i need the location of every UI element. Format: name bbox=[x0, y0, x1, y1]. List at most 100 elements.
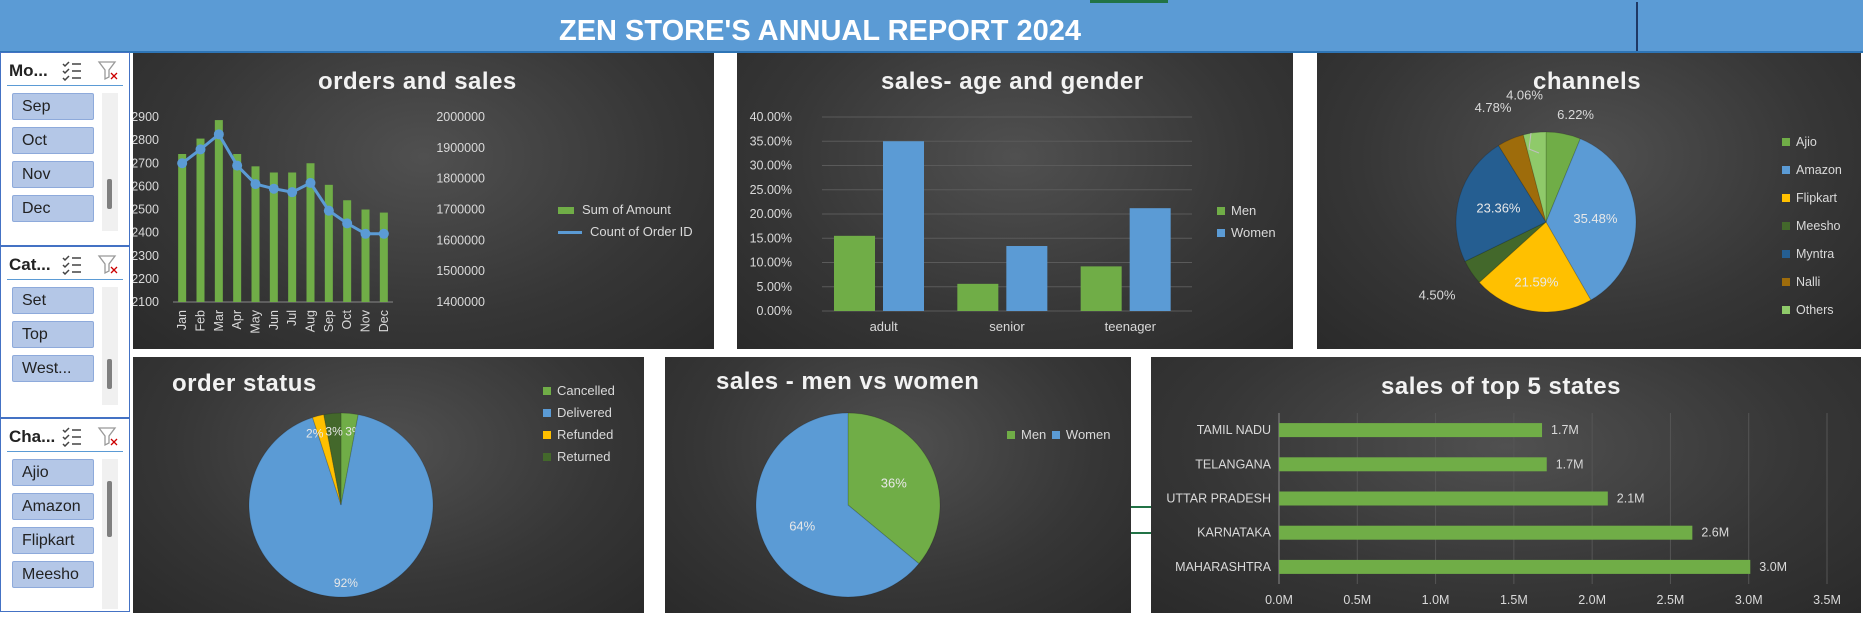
slicer-item-top[interactable]: Top bbox=[12, 321, 94, 348]
pie-slice bbox=[323, 412, 342, 506]
x-tick-label: 0.5M bbox=[1343, 593, 1371, 607]
x-tick-label: 3.5M bbox=[1813, 593, 1841, 607]
y-tick-label: 2900 bbox=[133, 110, 159, 124]
channels-chart[interactable]: channels 6.22% 35.48% 21.59% 4.50% 23.36% 4.7… bbox=[1317, 53, 1861, 349]
clear-filter-icon[interactable] bbox=[97, 425, 119, 447]
line-marker bbox=[268, 183, 279, 194]
slicer-item-flipkart[interactable]: Flipkart bbox=[12, 527, 94, 554]
bar bbox=[269, 172, 278, 302]
bar bbox=[324, 184, 333, 302]
legend-swatch bbox=[1782, 306, 1790, 314]
slice-label: 21.59% bbox=[1514, 274, 1559, 289]
multi-select-icon[interactable] bbox=[61, 59, 83, 81]
legend-item: Myntra bbox=[1782, 240, 1842, 268]
x-tick-label: Sep bbox=[322, 310, 336, 332]
slicer-scrollbar[interactable] bbox=[102, 93, 118, 231]
scrollbar-thumb[interactable] bbox=[107, 179, 112, 209]
legend-label: Amazon bbox=[1796, 163, 1842, 177]
pie-slice bbox=[248, 414, 434, 598]
slice-label: 6.22% bbox=[1557, 107, 1594, 122]
legend-label: Returned bbox=[557, 449, 611, 464]
chart-title: channels bbox=[1533, 68, 1642, 95]
y2-tick-label: 1700000 bbox=[436, 203, 485, 217]
banner-divider bbox=[1636, 2, 1638, 51]
slicer-item-sep[interactable]: Sep bbox=[12, 93, 94, 120]
bar bbox=[1279, 491, 1608, 506]
pie-slice bbox=[1522, 131, 1547, 223]
y-tick-label: TELANGANA bbox=[1195, 457, 1271, 471]
x-tick-label: teenager bbox=[1105, 319, 1157, 334]
slicer-item-dec[interactable]: Dec bbox=[12, 195, 94, 222]
slicer-scrollbar[interactable] bbox=[102, 287, 118, 405]
y-tick-label: 2700 bbox=[133, 156, 159, 170]
chart-title: sales- age and gender bbox=[881, 68, 1144, 95]
x-tick-label: Jun bbox=[267, 310, 281, 330]
men-women-chart[interactable]: sales - men vs women 36% 64% Men Women bbox=[665, 357, 1131, 613]
pie-slice bbox=[1478, 221, 1592, 313]
line-marker bbox=[195, 144, 206, 155]
legend-swatch bbox=[1217, 207, 1225, 215]
bar bbox=[306, 163, 315, 302]
slicer-item-western[interactable]: West... bbox=[12, 355, 94, 382]
bar bbox=[1279, 559, 1751, 574]
y2-tick-label: 2000000 bbox=[436, 110, 485, 124]
pie-slice bbox=[1545, 131, 1581, 223]
slice-label: 4.78% bbox=[1475, 100, 1512, 115]
legend-item: Women bbox=[1051, 424, 1111, 446]
y-tick-label: 15.00% bbox=[750, 231, 792, 245]
data-label: 3.0M bbox=[1759, 560, 1787, 574]
legend-swatch bbox=[558, 231, 582, 234]
y-tick-label: 30.00% bbox=[750, 159, 792, 173]
x-tick-label: 0.0M bbox=[1265, 593, 1293, 607]
slicer-item-nov[interactable]: Nov bbox=[12, 161, 94, 188]
legend-item: Men bbox=[1217, 200, 1276, 222]
age-gender-chart[interactable]: sales- age and gender 40.00% 35.00% 30.00%… bbox=[737, 53, 1293, 349]
slicer-item-ajio[interactable]: Ajio bbox=[12, 459, 94, 486]
legend-swatch bbox=[1007, 431, 1015, 439]
order-status-chart[interactable]: order status 3% 92% 2% 3% Cancelled Deliver… bbox=[133, 357, 644, 613]
legend-item: Sum of Amount bbox=[558, 199, 693, 221]
selection-indicator bbox=[1090, 0, 1168, 3]
line-marker bbox=[250, 179, 261, 190]
slicer-item-meesho[interactable]: Meesho bbox=[12, 561, 94, 588]
slicer-item-amazon[interactable]: Amazon bbox=[12, 493, 94, 520]
bar bbox=[343, 200, 352, 302]
legend-label: Women bbox=[1231, 225, 1276, 240]
slicer-item-set[interactable]: Set bbox=[12, 287, 94, 314]
slicer-divider bbox=[7, 451, 123, 452]
multi-select-icon[interactable] bbox=[61, 425, 83, 447]
legend-item: Meesho bbox=[1782, 212, 1842, 240]
bar bbox=[361, 209, 370, 302]
top-states-chart[interactable]: sales of top 5 states 0.0M 0.5M 1.0M 1.5M 2.… bbox=[1151, 357, 1861, 613]
legend-label: Women bbox=[1065, 427, 1111, 442]
channel-slicer[interactable]: Cha... Ajio Amazon Flipkart Meesho bbox=[0, 418, 130, 612]
order-status-pie: 3%92%2% 3% bbox=[248, 412, 434, 598]
legend-label: Count of Order ID bbox=[590, 224, 693, 239]
bar bbox=[196, 138, 205, 302]
slicer-title: Cha... bbox=[9, 427, 56, 446]
orders-sales-chart[interactable]: orders and sales 2900 2800 2700 2600 2500 240… bbox=[133, 53, 714, 349]
bar bbox=[379, 212, 388, 302]
clear-filter-icon[interactable] bbox=[97, 59, 119, 81]
x-tick-label: 1.0M bbox=[1422, 593, 1450, 607]
scrollbar-thumb[interactable] bbox=[107, 481, 112, 537]
bar bbox=[1129, 208, 1171, 311]
x-tick-label: 1.5M bbox=[1500, 593, 1528, 607]
slicer-item-oct[interactable]: Oct bbox=[12, 127, 94, 154]
legend-swatch bbox=[558, 207, 574, 214]
multi-select-icon[interactable] bbox=[61, 253, 83, 275]
legend-item: Others bbox=[1782, 296, 1842, 324]
scrollbar-thumb[interactable] bbox=[107, 359, 112, 389]
channels-pie: 6.22% 35.48% 21.59% 4.50% 23.36% 4.78%4.06% bbox=[1419, 87, 1637, 313]
clear-filter-icon[interactable] bbox=[97, 253, 119, 275]
pie-slice bbox=[1464, 221, 1547, 284]
bar bbox=[233, 154, 242, 302]
y-tick-label: MAHARASHTRA bbox=[1175, 560, 1272, 574]
line-marker bbox=[232, 160, 243, 171]
legend-item: Cancelled bbox=[543, 380, 615, 402]
category-slicer[interactable]: Cat... Set Top West... bbox=[0, 246, 130, 418]
data-label: 2.1M bbox=[1617, 492, 1645, 506]
line-marker bbox=[360, 228, 371, 239]
month-slicer[interactable]: Mo... Sep Oct Nov Dec bbox=[0, 52, 130, 246]
legend-item: Delivered bbox=[543, 402, 615, 424]
